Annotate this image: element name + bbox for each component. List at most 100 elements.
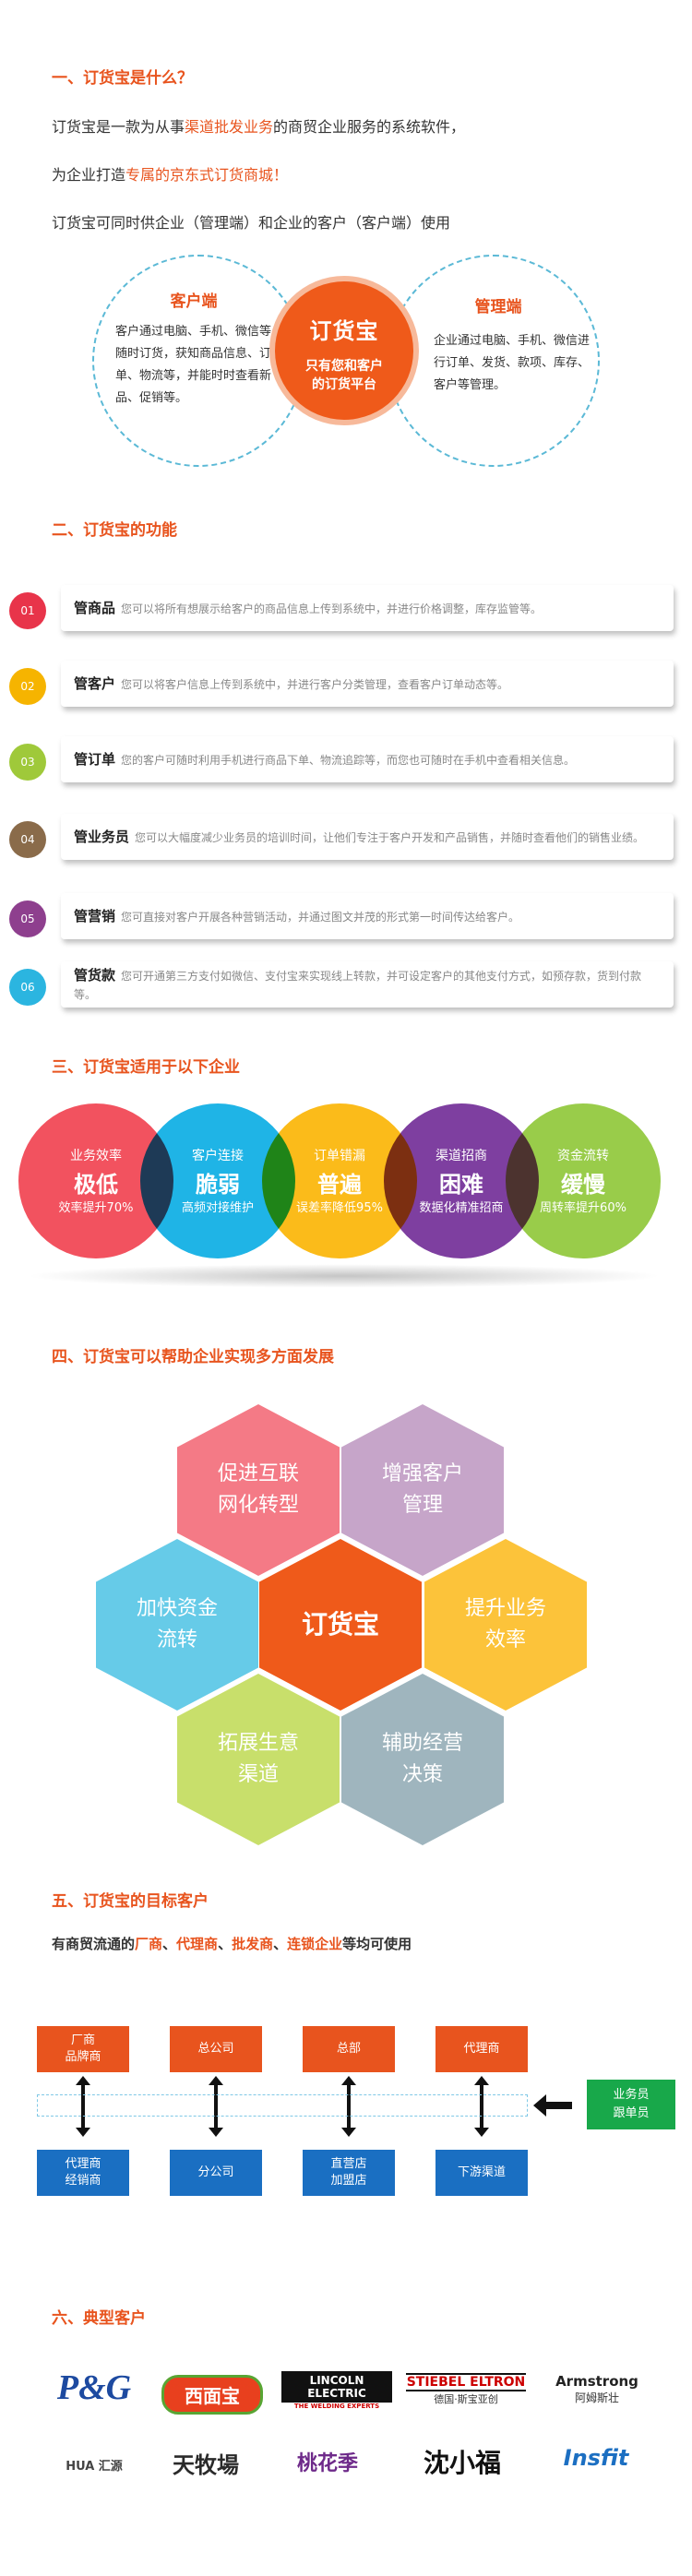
feature-desc: 您可以将客户信息上传到系统中，并进行客户分类管理，查看客户订单动态等。 bbox=[121, 677, 509, 691]
logo-stiebel-sub: 德国·斯宝亚创 bbox=[434, 2393, 498, 2405]
feature-name: 管营销 bbox=[74, 907, 116, 924]
section-title-features: 二、订货宝的功能 bbox=[52, 521, 177, 540]
logo-armstrong-text: Armstrong bbox=[555, 2373, 638, 2390]
center-logo-text: 订货宝 bbox=[309, 318, 379, 344]
hex-text: 拓展生意 bbox=[217, 1732, 299, 1755]
section-title-suitable: 三、订货宝适用于以下企业 bbox=[52, 1058, 240, 1077]
hex-text: 辅助经营 bbox=[381, 1732, 463, 1755]
target-line: 有商贸流通的厂商、代理商、批发商、连锁企业等均可使用 bbox=[52, 1934, 412, 1953]
logo-stiebel: STIEBEL ELTRON 德国·斯宝亚创 bbox=[406, 2373, 526, 2406]
downstream-box: 代理商 经销商 bbox=[37, 2150, 129, 2196]
problem-level: 缓慢 bbox=[561, 1172, 605, 1198]
feature-number-badge: 02 bbox=[9, 668, 46, 705]
feature-card: 管业务员 您可以大幅度减少业务员的培训时间，让他们专注于客户开发和产品销售，并随时… bbox=[61, 814, 674, 860]
problem-level: 脆弱 bbox=[196, 1172, 240, 1198]
upstream-box: 总公司 bbox=[170, 2026, 262, 2072]
problem-level: 极低 bbox=[74, 1172, 118, 1198]
circles-shadow bbox=[26, 1264, 662, 1288]
logo-insfit-text: Insfit bbox=[563, 2445, 629, 2471]
feature-row: 06 管货款 您可开通第三方支付如微信、支付宝来实现线上转款，并可设定客户的其他支付… bbox=[9, 956, 674, 1011]
section-title-target: 五、订货宝的目标客户 bbox=[52, 1892, 209, 1911]
feature-desc: 您可以将所有想展示给客户的商品信息上传到系统中，并进行价格调整，库存监管等。 bbox=[121, 602, 543, 615]
downstream-label: 加盟店 bbox=[330, 2174, 367, 2188]
hex-text: 促进互联 bbox=[217, 1462, 299, 1485]
intro-line-3: 订货宝可同时供企业（管理端）和企业的客户（客户端）使用 bbox=[52, 214, 451, 232]
section-title-what: 一、订货宝是什么？ bbox=[52, 69, 193, 88]
downstream-label: 直营店 bbox=[330, 2157, 367, 2171]
client-title: 客户端 bbox=[170, 292, 218, 311]
upstream-label: 代理商 bbox=[463, 2042, 500, 2056]
section-title-develop: 四、订货宝可以帮助企业实现多方面发展 bbox=[52, 1348, 334, 1366]
intro-text: 为企业打造 bbox=[52, 166, 126, 184]
upstream-label: 总公司 bbox=[197, 2042, 234, 2056]
hex-text: 渠道 bbox=[237, 1763, 279, 1786]
intro-line-1: 订货宝是一款为从事渠道批发业务的商贸企业服务的系统软件， bbox=[52, 114, 465, 137]
double-arrow-icon bbox=[474, 2076, 489, 2137]
center-logo-circle: 订货宝 只有您和客户 的订货平台 bbox=[275, 281, 413, 420]
left-arrow-icon bbox=[544, 2102, 572, 2109]
flow-dashed-band bbox=[37, 2094, 528, 2117]
feature-name: 管商品 bbox=[74, 599, 116, 616]
target-sep: 、 bbox=[273, 1936, 288, 1952]
feature-card: 管客户 您可以将客户信息上传到系统中，并进行客户分类管理，查看客户订单动态等。 bbox=[61, 661, 674, 707]
hex-text: 管理 bbox=[401, 1494, 443, 1517]
logo-tianmuchang: 天牧場 bbox=[155, 2447, 257, 2479]
feature-card: 管订单 您的客户可随时利用手机进行商品下单、物流追踪等，而您也可随时在手机中查看相… bbox=[61, 736, 674, 782]
feature-number-badge: 04 bbox=[9, 821, 46, 858]
downstream-label: 分公司 bbox=[197, 2165, 234, 2179]
feature-desc: 您可直接对客户开展各种营销活动，并通过图文并茂的形式第一时间传达给客户。 bbox=[121, 910, 520, 924]
feature-desc: 您可以大幅度减少业务员的培训时间，让他们专注于客户开发和产品销售，并随时查看他们… bbox=[135, 830, 645, 844]
logo-huiyuan: HUA 汇源 bbox=[48, 2456, 140, 2474]
problem-area: 渠道招商 bbox=[435, 1149, 487, 1163]
feature-name: 管业务员 bbox=[74, 828, 130, 845]
left-arrow-head-icon bbox=[533, 2094, 546, 2117]
logo-taohuaji-text: 桃花季 bbox=[296, 2451, 358, 2475]
problem-benefit: 效率提升70% bbox=[58, 1201, 134, 1215]
hex-text: 效率 bbox=[484, 1628, 526, 1652]
feature-name: 管货款 bbox=[74, 966, 116, 984]
problem-circle: 资金流转 缓慢 周转率提升60% bbox=[506, 1103, 661, 1258]
downstream-label: 下游渠道 bbox=[457, 2165, 506, 2179]
target-highlight: 厂商 bbox=[135, 1936, 163, 1952]
upstream-label: 品牌商 bbox=[65, 2050, 101, 2064]
logo-armstrong-sub: 阿姆斯壮 bbox=[574, 2391, 619, 2404]
intro-line-2: 为企业打造专属的京东式订货商城！ bbox=[52, 162, 288, 185]
feature-card: 管商品 您可以将所有想展示给客户的商品信息上传到系统中，并进行价格调整，库存监管等… bbox=[61, 585, 674, 631]
salesman-label: 业务员 bbox=[613, 2088, 650, 2102]
center-sub-2: 的订货平台 bbox=[312, 377, 376, 392]
section-title-customers: 六、典型客户 bbox=[52, 2309, 146, 2328]
logo-lincoln: LINCOLN ELECTRIC THE WELDING EXPERTS bbox=[281, 2371, 392, 2410]
logo-pg-text: P&G bbox=[56, 2368, 132, 2407]
problem-level: 普遍 bbox=[317, 1172, 362, 1198]
admin-text: 企业通过电脑、手机、微信进行订单、发货、款项、库存、客户等管理。 bbox=[434, 334, 591, 392]
logo-taohuaji: 桃花季 bbox=[277, 2447, 378, 2476]
intro-text: 订货宝是一款为从事 bbox=[52, 118, 185, 136]
logo-ximianbao-text: 西面宝 bbox=[161, 2375, 263, 2415]
target-sep: 、 bbox=[162, 1936, 177, 1952]
center-sub-1: 只有您和客户 bbox=[305, 359, 383, 374]
logo-shenxiaofu: 沈小福 bbox=[412, 2443, 513, 2480]
logo-lincoln-sub: THE WELDING EXPERTS bbox=[293, 2403, 380, 2410]
target-sep: 、 bbox=[218, 1936, 233, 1952]
upstream-label: 厂商 bbox=[70, 2033, 95, 2047]
target-highlight: 代理商 bbox=[176, 1936, 219, 1952]
problem-benefit: 误差率降低95% bbox=[296, 1201, 383, 1215]
feature-row: 03 管订单 您的客户可随时利用手机进行商品下单、物流追踪等，而您也可随时在手机中查… bbox=[9, 731, 674, 786]
double-arrow-icon bbox=[209, 2076, 223, 2137]
tracker-label: 跟单员 bbox=[613, 2106, 650, 2120]
problem-area: 订单错漏 bbox=[314, 1149, 365, 1163]
hex-text: 加快资金 bbox=[136, 1597, 218, 1620]
problem-area: 客户连接 bbox=[192, 1149, 244, 1163]
feature-name: 管客户 bbox=[74, 674, 116, 692]
hex-text: 网化转型 bbox=[217, 1494, 299, 1517]
target-text: 等均可使用 bbox=[342, 1936, 412, 1952]
downstream-box: 分公司 bbox=[170, 2150, 262, 2196]
feature-card: 管营销 您可直接对客户开展各种营销活动，并通过图文并茂的形式第一时间传达给客户。 bbox=[61, 893, 674, 939]
hex-center-text: 订货宝 bbox=[301, 1609, 379, 1640]
downstream-label: 经销商 bbox=[65, 2174, 101, 2188]
hex-benefit: 加快资金 流转 bbox=[96, 1539, 258, 1711]
target-highlight: 批发商 bbox=[232, 1936, 274, 1952]
logo-stiebel-text: STIEBEL ELTRON bbox=[406, 2373, 526, 2391]
problem-area: 业务效率 bbox=[70, 1149, 122, 1163]
logo-lincoln-text: LINCOLN ELECTRIC bbox=[281, 2371, 392, 2403]
